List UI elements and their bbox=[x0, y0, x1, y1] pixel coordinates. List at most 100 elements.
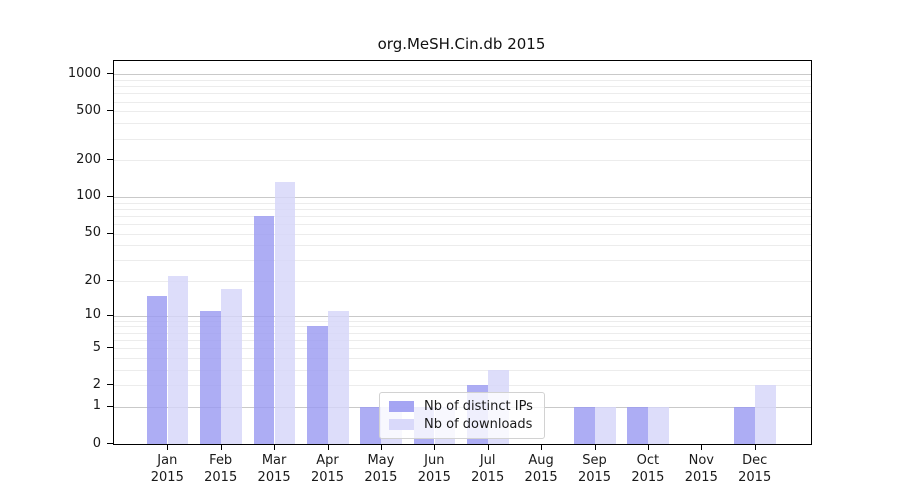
legend: Nb of distinct IPs Nb of downloads bbox=[379, 392, 545, 439]
y-tick-mark bbox=[107, 347, 113, 349]
x-tick-year: 2015 bbox=[257, 470, 291, 485]
x-tick-month: Nov bbox=[688, 453, 714, 468]
y-gridline-minor bbox=[114, 79, 811, 81]
x-tick-mark bbox=[647, 444, 649, 450]
y-tick-label: 0 bbox=[92, 435, 101, 451]
y-tick-label: 5 bbox=[92, 339, 101, 355]
x-tick-month: May bbox=[367, 453, 395, 468]
y-gridline-minor bbox=[114, 348, 811, 350]
x-tick-mark bbox=[167, 444, 169, 450]
bar-downloads bbox=[755, 385, 776, 444]
y-tick-mark bbox=[107, 159, 113, 161]
legend-item-downloads: Nb of downloads bbox=[389, 417, 535, 432]
y-gridline-minor bbox=[114, 233, 811, 235]
x-tick-month: Dec bbox=[742, 453, 768, 468]
x-tick-month: Sep bbox=[582, 453, 607, 468]
x-tick-year: 2015 bbox=[150, 470, 184, 485]
x-tick-label: Jun 2015 bbox=[404, 452, 464, 486]
x-tick-year: 2015 bbox=[684, 470, 718, 485]
x-tick-month: Jan bbox=[157, 453, 178, 468]
y-gridline-minor bbox=[114, 369, 811, 371]
x-tick-mark bbox=[220, 444, 222, 450]
y-gridline-minor bbox=[114, 320, 811, 322]
x-tick-label: Sep 2015 bbox=[565, 452, 625, 486]
x-tick-label: Oct 2015 bbox=[618, 452, 678, 486]
x-tick-mark bbox=[380, 444, 382, 450]
x-tick-label: Mar 2015 bbox=[244, 452, 304, 486]
bar-distinct-ips bbox=[734, 406, 755, 444]
y-gridline-minor bbox=[114, 93, 811, 95]
x-tick-year: 2015 bbox=[471, 470, 505, 485]
x-tick-month: Apr bbox=[316, 453, 339, 468]
x-tick-year: 2015 bbox=[417, 470, 451, 485]
bar-distinct-ips bbox=[200, 310, 221, 444]
x-tick-mark bbox=[327, 444, 329, 450]
x-tick-year: 2015 bbox=[577, 470, 612, 485]
y-tick-label: 50 bbox=[84, 225, 101, 241]
y-gridline-minor bbox=[114, 245, 811, 247]
plot-area bbox=[113, 60, 812, 445]
y-tick-mark bbox=[107, 314, 113, 316]
legend-label-distinct-ips: Nb of distinct IPs bbox=[424, 398, 533, 414]
y-tick-label: 200 bbox=[76, 151, 101, 167]
y-tick-label: 1000 bbox=[67, 65, 101, 81]
x-tick-label: Jan 2015 bbox=[137, 452, 197, 486]
bar-downloads bbox=[221, 289, 242, 444]
legend-swatch-distinct-ips-icon bbox=[389, 400, 414, 412]
x-tick-month: Feb bbox=[209, 453, 233, 468]
x-tick-mark bbox=[541, 444, 543, 450]
y-gridline-minor bbox=[114, 111, 811, 113]
bar-distinct-ips bbox=[627, 406, 648, 444]
bar-distinct-ips bbox=[360, 406, 381, 444]
y-tick-mark bbox=[107, 384, 113, 386]
chart-title: org.MeSH.Cin.db 2015 bbox=[377, 35, 546, 53]
x-tick-month: Mar bbox=[261, 453, 287, 468]
y-gridline-minor bbox=[114, 281, 811, 283]
legend-swatch-downloads-icon bbox=[389, 419, 414, 431]
x-tick-mark bbox=[434, 444, 436, 450]
y-tick-mark bbox=[107, 280, 113, 282]
bar-downloads bbox=[328, 310, 349, 444]
legend-item-distinct-ips: Nb of distinct IPs bbox=[389, 399, 535, 414]
y-gridline-minor bbox=[114, 223, 811, 225]
y-gridline-minor bbox=[114, 101, 811, 103]
bar-downloads bbox=[167, 276, 189, 444]
y-tick-mark bbox=[107, 443, 113, 444]
x-tick-label: Nov 2015 bbox=[671, 452, 731, 486]
y-tick-mark bbox=[107, 110, 113, 112]
x-tick-label: Apr 2015 bbox=[298, 452, 358, 486]
x-tick-mark bbox=[594, 444, 596, 450]
x-tick-year: 2015 bbox=[524, 470, 558, 485]
x-tick-mark bbox=[274, 444, 276, 450]
bar-distinct-ips bbox=[146, 295, 168, 444]
y-tick-mark bbox=[107, 232, 113, 234]
y-gridline-minor bbox=[114, 357, 811, 359]
x-tick-year: 2015 bbox=[364, 470, 398, 485]
y-gridline-minor bbox=[114, 160, 811, 162]
x-tick-mark bbox=[487, 444, 489, 450]
bar-downloads bbox=[274, 181, 296, 444]
y-tick-label: 500 bbox=[76, 102, 101, 118]
y-gridline-minor bbox=[114, 215, 811, 217]
y-tick-label: 2 bbox=[92, 376, 101, 392]
x-tick-year: 2015 bbox=[738, 470, 772, 485]
y-gridline-minor bbox=[114, 86, 811, 88]
x-tick-label: Jul 2015 bbox=[458, 452, 518, 486]
bar-distinct-ips bbox=[307, 326, 328, 444]
x-tick-year: 2015 bbox=[310, 470, 345, 485]
x-tick-month: Jun bbox=[424, 453, 445, 468]
y-gridline-minor bbox=[114, 202, 811, 204]
x-tick-label: Dec 2015 bbox=[725, 452, 785, 486]
y-gridline-major bbox=[114, 196, 811, 198]
y-tick-label: 20 bbox=[84, 272, 101, 288]
bar-downloads bbox=[595, 406, 616, 444]
bar-distinct-ips bbox=[253, 215, 275, 444]
x-tick-year: 2015 bbox=[631, 470, 665, 485]
y-tick-label: 100 bbox=[76, 188, 101, 204]
x-tick-month: Oct bbox=[636, 453, 660, 468]
x-tick-month: Aug bbox=[528, 453, 554, 468]
x-tick-label: May 2015 bbox=[351, 452, 411, 486]
y-tick-mark bbox=[107, 195, 113, 197]
y-gridline-minor bbox=[114, 208, 811, 210]
